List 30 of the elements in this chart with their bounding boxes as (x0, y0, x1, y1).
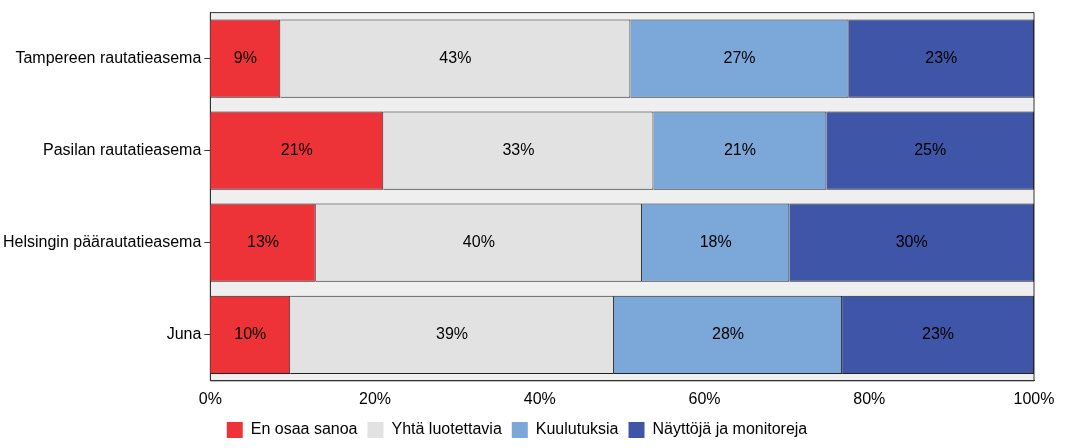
data-label: 21% (280, 141, 313, 159)
data-label: 25% (914, 141, 947, 159)
y-tick-label: Tampereen rautatieasema (15, 49, 202, 67)
data-label: 23% (925, 49, 958, 67)
x-tick-label: 60% (688, 389, 721, 407)
y-tick-label: Pasilan rautatieasema (43, 141, 202, 159)
data-label: 21% (723, 141, 756, 159)
data-label: 33% (502, 141, 535, 159)
data-label: 40% (462, 233, 495, 251)
data-label: 9% (233, 49, 257, 67)
data-label: 39% (436, 325, 469, 343)
y-tick-label: Juna (166, 325, 202, 343)
data-label: 43% (439, 49, 472, 67)
x-tick-label: 20% (359, 389, 392, 407)
legend-label: En osaa sanoa (250, 420, 358, 438)
x-tick-label: 80% (853, 389, 886, 407)
data-label: 18% (699, 233, 732, 251)
data-label: 13% (247, 233, 280, 251)
y-tick-label: Helsingin päärautatieasema (3, 233, 202, 251)
data-label: 10% (234, 325, 267, 343)
legend-label: Kuulutuksia (535, 420, 619, 438)
data-label: 23% (922, 325, 955, 343)
x-tick-label: 0% (198, 389, 222, 407)
legend-label: Näyttöjä ja monitoreja (652, 420, 808, 438)
x-tick-label: 100% (1013, 389, 1055, 407)
data-label: 30% (895, 233, 928, 251)
legend-label: Yhtä luotettavia (391, 420, 502, 438)
data-label: 28% (712, 325, 745, 343)
x-tick-label: 40% (523, 389, 556, 407)
data-label: 27% (723, 49, 756, 67)
